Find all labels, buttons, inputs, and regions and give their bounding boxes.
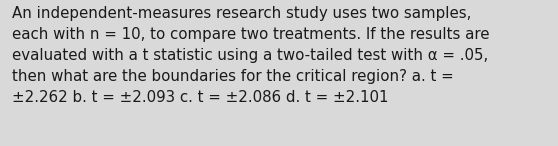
Text: An independent-measures research study uses two samples,
each with n = 10, to co: An independent-measures research study u… (12, 6, 490, 105)
